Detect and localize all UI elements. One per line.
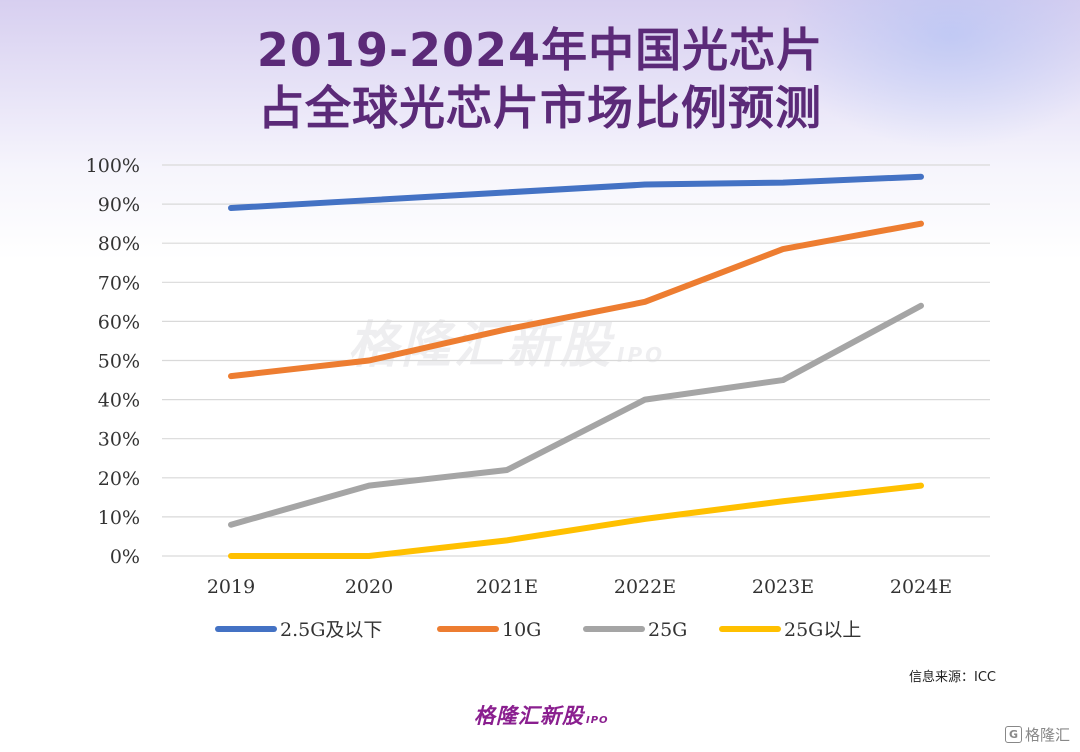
brand-logo: 格隆汇新股 IPO (474, 700, 609, 730)
y-tick-label-10: 10% (98, 507, 140, 529)
y-tick-label-60: 60% (98, 311, 140, 333)
watermark: 格隆汇新股 IPO (348, 305, 665, 377)
y-tick-label-30: 30% (98, 429, 140, 451)
y-tick-label-90: 90% (98, 194, 140, 216)
x-tick-label-4: 2023E (752, 576, 814, 598)
series-line-1 (228, 220, 924, 380)
watermark-text: 格隆汇新股 (348, 316, 613, 374)
legend-label-1: 10G (502, 619, 541, 641)
series-line-2 (228, 302, 924, 528)
chart-title-line2: 占全球光芯片市场比例预测 (258, 81, 822, 135)
brand-name: 格隆汇新股 (474, 704, 584, 728)
x-tick-label-3: 2022E (614, 576, 676, 598)
corner-logo: G 格隆汇 (1004, 724, 1070, 745)
source-note: 信息来源：ICC (909, 670, 996, 685)
y-tick-label-20: 20% (98, 468, 140, 490)
x-tick-label-5: 2024E (890, 576, 952, 598)
brand-ipo: IPO (586, 715, 609, 726)
y-tick-label-100: 100% (86, 155, 140, 177)
y-tick-label-0: 0% (110, 546, 140, 568)
y-tick-label-40: 40% (98, 390, 140, 412)
legend-label-3: 25G以上 (784, 619, 861, 641)
legend-label-0: 2.5G及以下 (280, 619, 382, 641)
y-tick-label-50: 50% (98, 351, 140, 373)
x-tick-label-1: 2020 (345, 576, 393, 598)
g-logo-icon: G (1004, 726, 1022, 743)
y-tick-label-70: 70% (98, 272, 140, 294)
watermark-ipo: IPO (617, 343, 666, 367)
x-tick-label-2: 2021E (476, 576, 538, 598)
x-tick-label-0: 2019 (207, 576, 255, 598)
y-tick-label-80: 80% (98, 233, 140, 255)
series-line-0 (228, 173, 924, 212)
series-line-3 (228, 482, 924, 559)
legend-label-2: 25G (648, 619, 687, 641)
header-glow (780, 0, 1080, 150)
corner-logo-text: 格隆汇 (1024, 726, 1070, 744)
chart-title-line1: 2019-2024年中国光芯片 (256, 23, 824, 77)
